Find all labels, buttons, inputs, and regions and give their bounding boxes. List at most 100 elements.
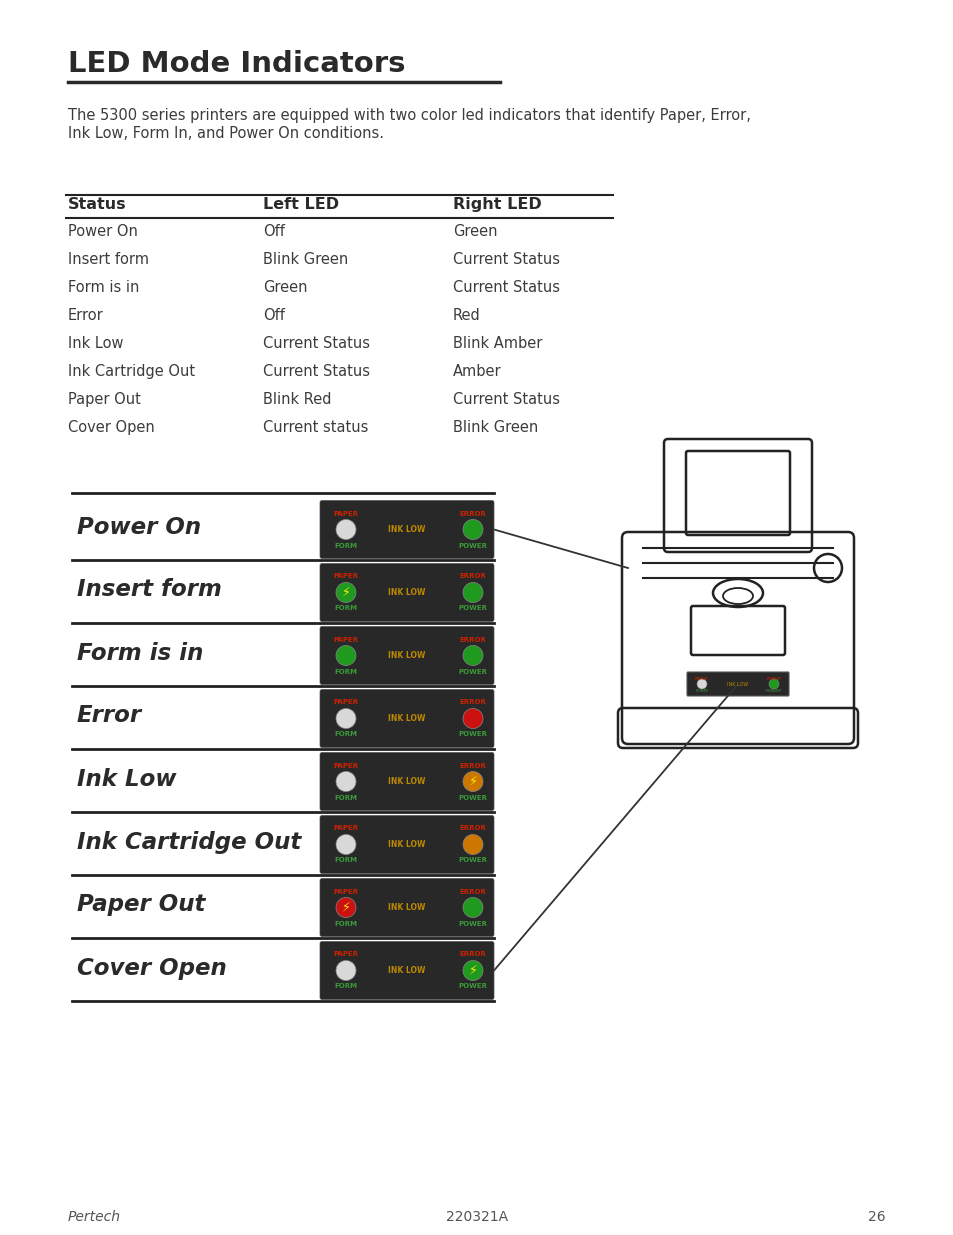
Text: Ink Cartridge Out: Ink Cartridge Out bbox=[68, 364, 195, 379]
Text: PAPER: PAPER bbox=[334, 825, 358, 831]
FancyBboxPatch shape bbox=[319, 878, 494, 936]
Text: Insert form: Insert form bbox=[68, 252, 149, 267]
Text: Cover Open: Cover Open bbox=[77, 956, 227, 979]
Text: Paper Out: Paper Out bbox=[77, 893, 205, 916]
Text: Blink Green: Blink Green bbox=[263, 252, 348, 267]
Circle shape bbox=[335, 646, 355, 666]
Text: PAPER: PAPER bbox=[334, 888, 358, 894]
Text: Green: Green bbox=[263, 280, 307, 295]
Text: PAPER: PAPER bbox=[334, 951, 358, 957]
Circle shape bbox=[462, 835, 482, 855]
Text: ERROR: ERROR bbox=[459, 825, 486, 831]
Text: ERROR: ERROR bbox=[765, 677, 781, 680]
Text: Form is in: Form is in bbox=[77, 641, 203, 664]
Text: 220321A: 220321A bbox=[445, 1210, 508, 1224]
Text: Current Status: Current Status bbox=[453, 391, 559, 408]
FancyBboxPatch shape bbox=[319, 941, 494, 999]
Text: Current Status: Current Status bbox=[263, 336, 370, 351]
Text: Status: Status bbox=[68, 198, 127, 212]
Text: ERROR: ERROR bbox=[459, 951, 486, 957]
Text: INK LOW: INK LOW bbox=[388, 840, 425, 848]
Text: ⚡: ⚡ bbox=[341, 585, 350, 599]
Text: Insert form: Insert form bbox=[77, 578, 222, 601]
Text: Left LED: Left LED bbox=[263, 198, 338, 212]
Text: ERROR: ERROR bbox=[459, 699, 486, 705]
Text: PAPER: PAPER bbox=[334, 573, 358, 579]
Text: FORM: FORM bbox=[335, 857, 357, 863]
Text: FORM: FORM bbox=[695, 689, 707, 693]
Text: POWER: POWER bbox=[765, 689, 781, 693]
Text: Ink Low, Form In, and Power On conditions.: Ink Low, Form In, and Power On condition… bbox=[68, 126, 384, 141]
Text: Off: Off bbox=[263, 224, 285, 240]
Circle shape bbox=[462, 520, 482, 540]
Text: Power On: Power On bbox=[68, 224, 138, 240]
Text: Amber: Amber bbox=[453, 364, 501, 379]
Text: FORM: FORM bbox=[335, 920, 357, 926]
Text: The 5300 series printers are equipped with two color led indicators that identif: The 5300 series printers are equipped wi… bbox=[68, 107, 750, 124]
Text: ⚡: ⚡ bbox=[468, 965, 476, 977]
Text: Ink Low: Ink Low bbox=[77, 767, 176, 790]
Circle shape bbox=[462, 898, 482, 918]
Text: INK LOW: INK LOW bbox=[388, 903, 425, 911]
Circle shape bbox=[335, 772, 355, 792]
Text: Cover Open: Cover Open bbox=[68, 420, 154, 435]
Text: ERROR: ERROR bbox=[459, 636, 486, 642]
Circle shape bbox=[335, 520, 355, 540]
Circle shape bbox=[335, 709, 355, 729]
Text: LED Mode Indicators: LED Mode Indicators bbox=[68, 49, 405, 78]
Text: Off: Off bbox=[263, 308, 285, 324]
Text: INK LOW: INK LOW bbox=[726, 682, 748, 687]
Text: Current Status: Current Status bbox=[263, 364, 370, 379]
Text: Error: Error bbox=[68, 308, 104, 324]
Text: FORM: FORM bbox=[335, 605, 357, 611]
Text: Red: Red bbox=[453, 308, 480, 324]
Circle shape bbox=[335, 583, 355, 603]
Circle shape bbox=[768, 679, 779, 689]
FancyBboxPatch shape bbox=[319, 815, 494, 873]
Text: INK LOW: INK LOW bbox=[388, 588, 425, 597]
Text: FORM: FORM bbox=[335, 668, 357, 674]
Text: 26: 26 bbox=[867, 1210, 885, 1224]
Circle shape bbox=[697, 679, 706, 689]
Circle shape bbox=[462, 583, 482, 603]
Text: INK LOW: INK LOW bbox=[388, 651, 425, 659]
FancyBboxPatch shape bbox=[319, 752, 494, 810]
Text: Blink Amber: Blink Amber bbox=[453, 336, 542, 351]
Text: INK LOW: INK LOW bbox=[388, 714, 425, 722]
Text: PAPER: PAPER bbox=[334, 636, 358, 642]
Text: FORM: FORM bbox=[335, 731, 357, 737]
Text: FORM: FORM bbox=[335, 542, 357, 548]
Text: INK LOW: INK LOW bbox=[388, 777, 425, 785]
FancyBboxPatch shape bbox=[319, 689, 494, 747]
Text: POWER: POWER bbox=[458, 668, 487, 674]
Circle shape bbox=[335, 898, 355, 918]
Text: Blink Red: Blink Red bbox=[263, 391, 331, 408]
Text: POWER: POWER bbox=[458, 731, 487, 737]
Text: FORM: FORM bbox=[335, 794, 357, 800]
Text: PAPER: PAPER bbox=[334, 699, 358, 705]
Text: PAPER: PAPER bbox=[695, 677, 708, 680]
Text: INK LOW: INK LOW bbox=[388, 525, 425, 534]
Text: Green: Green bbox=[453, 224, 497, 240]
Circle shape bbox=[335, 835, 355, 855]
Text: Paper Out: Paper Out bbox=[68, 391, 141, 408]
Circle shape bbox=[462, 961, 482, 981]
Text: Blink Green: Blink Green bbox=[453, 420, 537, 435]
FancyBboxPatch shape bbox=[686, 672, 788, 697]
Text: ERROR: ERROR bbox=[459, 762, 486, 768]
Circle shape bbox=[462, 646, 482, 666]
Text: Ink Cartridge Out: Ink Cartridge Out bbox=[77, 830, 301, 853]
Text: Current Status: Current Status bbox=[453, 252, 559, 267]
Text: Current Status: Current Status bbox=[453, 280, 559, 295]
Circle shape bbox=[462, 772, 482, 792]
Text: Form is in: Form is in bbox=[68, 280, 139, 295]
Text: POWER: POWER bbox=[458, 605, 487, 611]
FancyBboxPatch shape bbox=[319, 626, 494, 684]
Circle shape bbox=[462, 709, 482, 729]
Text: POWER: POWER bbox=[458, 920, 487, 926]
Text: Error: Error bbox=[77, 704, 142, 727]
Text: Pertech: Pertech bbox=[68, 1210, 121, 1224]
Text: Current status: Current status bbox=[263, 420, 368, 435]
Text: PAPER: PAPER bbox=[334, 762, 358, 768]
Circle shape bbox=[335, 961, 355, 981]
